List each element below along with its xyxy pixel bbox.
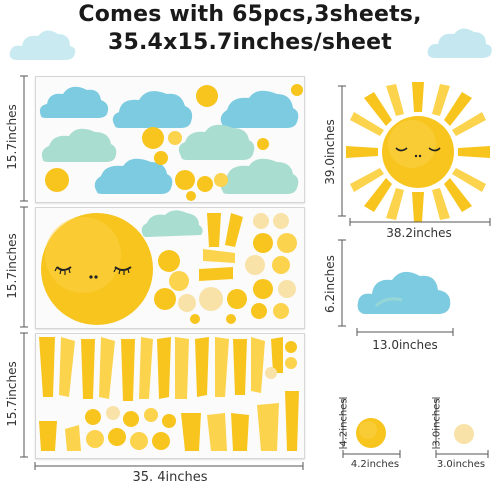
cloud-width-label: 13.0inches: [372, 338, 438, 352]
sun-height-label: 39.0inches: [323, 119, 337, 185]
headline-line-2: 35.4x15.7inches/sheet: [107, 30, 393, 55]
sun-width-label: 38.2inches: [386, 226, 452, 240]
dot-icon: [154, 213, 297, 324]
sun-face-icon: [41, 213, 153, 325]
large-dot-width-label: 4.2inches: [350, 459, 400, 470]
sheet-3-artwork: [39, 337, 299, 451]
sheet-height-dimension-lines: [20, 75, 28, 458]
large-dot-height-label: 4.2inches: [338, 398, 350, 447]
cloud-icon: [220, 90, 299, 128]
header-cloud-right-icon: [427, 28, 492, 58]
dot-icon: [85, 341, 297, 450]
cloud-piece-icon: [357, 271, 451, 314]
large-dot-piece-icon: [356, 418, 386, 448]
header-cloud-left-icon: [9, 30, 76, 60]
cloud-icon: [112, 91, 193, 128]
cloud-icon: [220, 158, 299, 194]
cloud-icon: [94, 158, 173, 194]
cloud-icon: [41, 128, 117, 162]
sun-ray-icon: [39, 337, 299, 451]
sun-piece-icon: [346, 82, 490, 222]
dot-icon: [45, 84, 303, 201]
cloud-icon: [39, 86, 109, 118]
cloud-height-label: 6.2inches: [323, 255, 337, 313]
sheet-1-artwork: [39, 84, 303, 201]
sheet-width-label: 35. 4inches: [132, 470, 208, 485]
small-dot-piece-icon: [454, 424, 474, 444]
cloud-icon: [178, 124, 255, 160]
small-dot-width-label: 3.0inches: [436, 459, 486, 470]
sun-ray-icon: [199, 213, 243, 281]
cloud-icon: [141, 210, 203, 237]
small-dot-height-label: 3.0inches: [431, 398, 443, 447]
headline-line-1: Comes with 65pcs,3sheets,: [78, 2, 422, 27]
sheet-2-artwork: [41, 210, 297, 325]
